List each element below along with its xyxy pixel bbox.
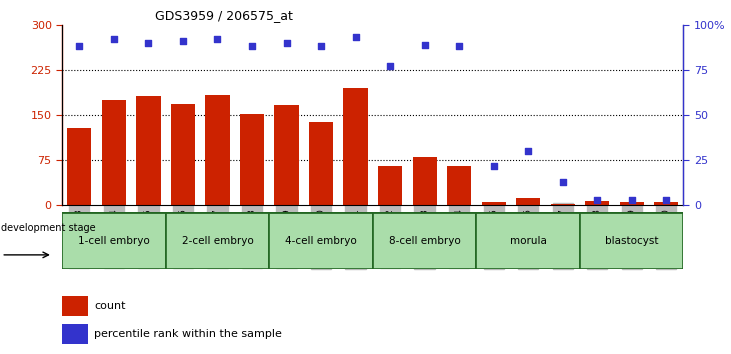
- Point: [177, 38, 189, 44]
- Point: [453, 44, 465, 49]
- Bar: [62, 212, 166, 269]
- Point: [626, 197, 637, 203]
- Bar: [654, 202, 678, 205]
- Point: [281, 40, 292, 46]
- Bar: [309, 122, 333, 205]
- Bar: [62, 296, 88, 316]
- Point: [315, 44, 327, 49]
- Bar: [205, 95, 230, 205]
- Text: GDS3959 / 206575_at: GDS3959 / 206575_at: [155, 9, 293, 22]
- Bar: [62, 324, 88, 344]
- Text: count: count: [94, 301, 126, 311]
- Bar: [477, 212, 580, 269]
- Point: [108, 36, 120, 42]
- Bar: [240, 114, 264, 205]
- Point: [349, 35, 361, 40]
- Point: [557, 179, 569, 185]
- Text: 4-cell embryo: 4-cell embryo: [285, 236, 357, 246]
- Point: [74, 44, 86, 49]
- Bar: [620, 202, 644, 205]
- Bar: [344, 88, 368, 205]
- Point: [488, 163, 499, 169]
- Bar: [580, 212, 683, 269]
- Bar: [585, 200, 609, 205]
- Text: 2-cell embryo: 2-cell embryo: [181, 236, 254, 246]
- Point: [246, 44, 258, 49]
- Bar: [102, 100, 126, 205]
- Bar: [447, 166, 471, 205]
- Text: 1-cell embryo: 1-cell embryo: [78, 236, 150, 246]
- Bar: [137, 96, 161, 205]
- Point: [419, 42, 431, 47]
- Bar: [166, 212, 269, 269]
- Text: development stage: development stage: [1, 223, 96, 233]
- Bar: [378, 166, 402, 205]
- Bar: [482, 202, 506, 205]
- Bar: [516, 198, 540, 205]
- Bar: [274, 105, 298, 205]
- Point: [385, 63, 396, 69]
- Point: [660, 197, 672, 203]
- Text: morula: morula: [510, 236, 547, 246]
- Text: 8-cell embryo: 8-cell embryo: [389, 236, 461, 246]
- Point: [212, 36, 224, 42]
- Point: [143, 40, 154, 46]
- Bar: [269, 212, 373, 269]
- Bar: [171, 104, 195, 205]
- Text: blastocyst: blastocyst: [605, 236, 659, 246]
- Point: [591, 197, 603, 203]
- Bar: [550, 204, 575, 205]
- Bar: [373, 212, 477, 269]
- Bar: [67, 128, 91, 205]
- Bar: [412, 157, 436, 205]
- Text: percentile rank within the sample: percentile rank within the sample: [94, 330, 282, 339]
- Point: [522, 148, 534, 154]
